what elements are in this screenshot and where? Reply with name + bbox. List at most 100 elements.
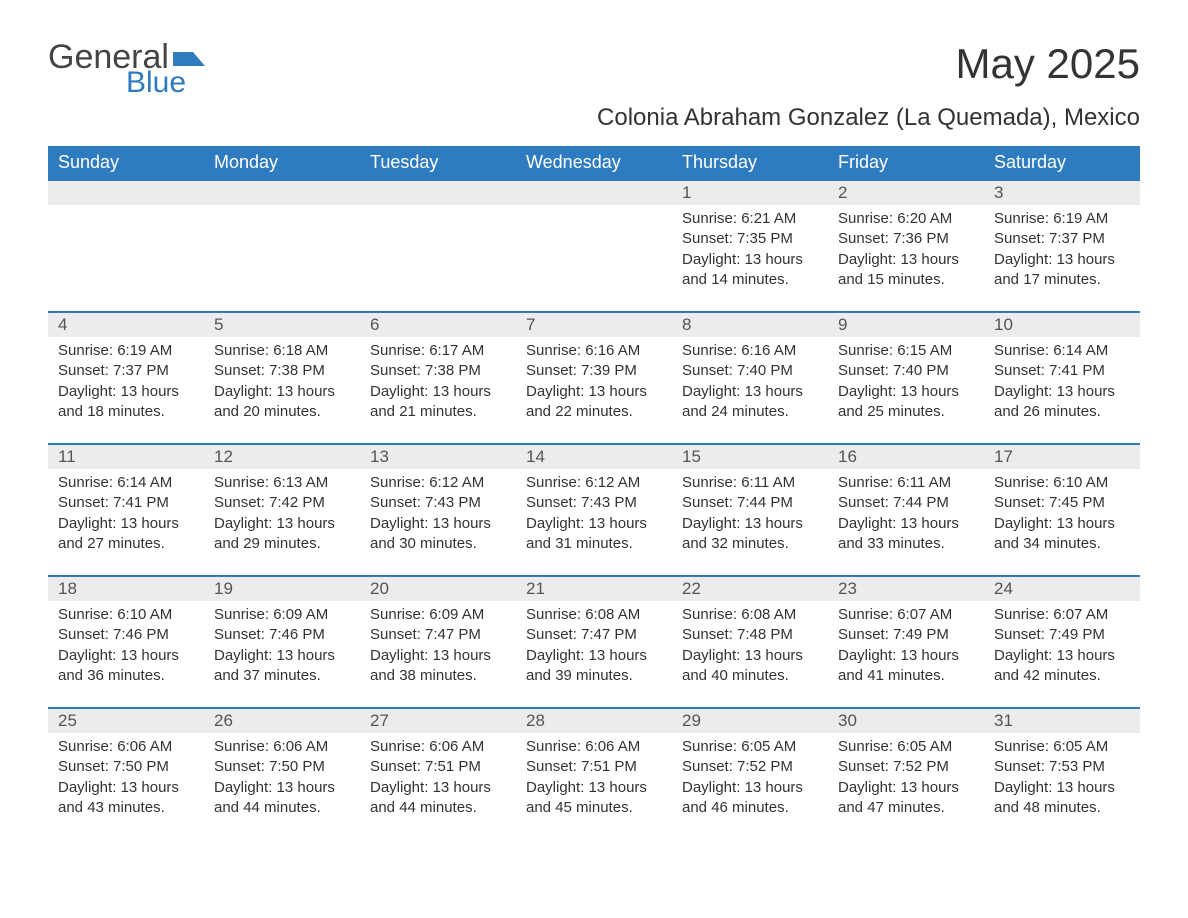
calendar-cell: 20Sunrise: 6:09 AMSunset: 7:47 PMDayligh…	[360, 575, 516, 707]
daylight-line2: and 36 minutes.	[58, 666, 194, 686]
sunset-text: Sunset: 7:41 PM	[994, 361, 1130, 381]
sunrise-text: Sunrise: 6:06 AM	[526, 737, 662, 757]
day-number: 8	[672, 311, 828, 337]
calendar-cell: 17Sunrise: 6:10 AMSunset: 7:45 PMDayligh…	[984, 443, 1140, 575]
daylight-line1: Daylight: 13 hours	[58, 646, 194, 666]
day-number: 29	[672, 707, 828, 733]
daylight-line1: Daylight: 13 hours	[214, 778, 350, 798]
daylight-line2: and 20 minutes.	[214, 402, 350, 422]
sunrise-text: Sunrise: 6:06 AM	[370, 737, 506, 757]
sunset-text: Sunset: 7:37 PM	[994, 229, 1130, 249]
daylight-line2: and 15 minutes.	[838, 270, 974, 290]
daylight-line2: and 40 minutes.	[682, 666, 818, 686]
sunrise-text: Sunrise: 6:12 AM	[370, 473, 506, 493]
calendar-cell: 27Sunrise: 6:06 AMSunset: 7:51 PMDayligh…	[360, 707, 516, 839]
day-number: 16	[828, 443, 984, 469]
day-number: 12	[204, 443, 360, 469]
daylight-line1: Daylight: 13 hours	[526, 382, 662, 402]
day-number: 22	[672, 575, 828, 601]
sunrise-text: Sunrise: 6:20 AM	[838, 209, 974, 229]
daylight-line1: Daylight: 13 hours	[370, 382, 506, 402]
sunset-text: Sunset: 7:40 PM	[838, 361, 974, 381]
sunrise-text: Sunrise: 6:05 AM	[838, 737, 974, 757]
calendar-week-row: 4Sunrise: 6:19 AMSunset: 7:37 PMDaylight…	[48, 311, 1140, 443]
day-number: 17	[984, 443, 1140, 469]
day-number: 5	[204, 311, 360, 337]
daylight-line1: Daylight: 13 hours	[838, 382, 974, 402]
sunset-text: Sunset: 7:45 PM	[994, 493, 1130, 513]
day-number: 3	[984, 179, 1140, 205]
daylight-line2: and 44 minutes.	[214, 798, 350, 818]
day-details: Sunrise: 6:05 AMSunset: 7:53 PMDaylight:…	[984, 733, 1140, 824]
sunrise-text: Sunrise: 6:16 AM	[682, 341, 818, 361]
calendar-cell	[360, 179, 516, 311]
daylight-line1: Daylight: 13 hours	[58, 514, 194, 534]
day-details: Sunrise: 6:05 AMSunset: 7:52 PMDaylight:…	[828, 733, 984, 824]
calendar-cell: 2Sunrise: 6:20 AMSunset: 7:36 PMDaylight…	[828, 179, 984, 311]
daylight-line2: and 37 minutes.	[214, 666, 350, 686]
day-details: Sunrise: 6:14 AMSunset: 7:41 PMDaylight:…	[48, 469, 204, 560]
calendar-cell	[516, 179, 672, 311]
daylight-line2: and 25 minutes.	[838, 402, 974, 422]
daylight-line1: Daylight: 13 hours	[682, 382, 818, 402]
day-details: Sunrise: 6:10 AMSunset: 7:46 PMDaylight:…	[48, 601, 204, 692]
sunrise-text: Sunrise: 6:07 AM	[994, 605, 1130, 625]
daylight-line1: Daylight: 13 hours	[526, 778, 662, 798]
daylight-line1: Daylight: 13 hours	[994, 514, 1130, 534]
day-details: Sunrise: 6:15 AMSunset: 7:40 PMDaylight:…	[828, 337, 984, 428]
day-number: 4	[48, 311, 204, 337]
day-number: 26	[204, 707, 360, 733]
brand-name-part2: Blue	[126, 68, 186, 98]
daylight-line1: Daylight: 13 hours	[370, 514, 506, 534]
col-friday: Friday	[828, 146, 984, 179]
day-details: Sunrise: 6:12 AMSunset: 7:43 PMDaylight:…	[516, 469, 672, 560]
sunset-text: Sunset: 7:42 PM	[214, 493, 350, 513]
day-number: 21	[516, 575, 672, 601]
calendar-cell: 3Sunrise: 6:19 AMSunset: 7:37 PMDaylight…	[984, 179, 1140, 311]
day-number: 24	[984, 575, 1140, 601]
sunrise-text: Sunrise: 6:19 AM	[994, 209, 1130, 229]
day-details: Sunrise: 6:09 AMSunset: 7:47 PMDaylight:…	[360, 601, 516, 692]
daylight-line2: and 44 minutes.	[370, 798, 506, 818]
day-details: Sunrise: 6:06 AMSunset: 7:51 PMDaylight:…	[516, 733, 672, 824]
sunset-text: Sunset: 7:51 PM	[526, 757, 662, 777]
day-number: 25	[48, 707, 204, 733]
sunrise-text: Sunrise: 6:12 AM	[526, 473, 662, 493]
daylight-line1: Daylight: 13 hours	[682, 646, 818, 666]
calendar-header-row: Sunday Monday Tuesday Wednesday Thursday…	[48, 146, 1140, 179]
day-details: Sunrise: 6:17 AMSunset: 7:38 PMDaylight:…	[360, 337, 516, 428]
empty-day-bar	[360, 179, 516, 205]
daylight-line2: and 24 minutes.	[682, 402, 818, 422]
sunset-text: Sunset: 7:50 PM	[214, 757, 350, 777]
calendar-cell: 24 Sunrise: 6:07 AMSunset: 7:49 PMDayligh…	[984, 575, 1140, 707]
day-number: 23	[828, 575, 984, 601]
sunrise-text: Sunrise: 6:18 AM	[214, 341, 350, 361]
sunset-text: Sunset: 7:44 PM	[682, 493, 818, 513]
calendar-cell: 14Sunrise: 6:12 AMSunset: 7:43 PMDayligh…	[516, 443, 672, 575]
daylight-line2: and 33 minutes.	[838, 534, 974, 554]
day-details: Sunrise: 6:19 AMSunset: 7:37 PMDaylight:…	[48, 337, 204, 428]
daylight-line2: and 48 minutes.	[994, 798, 1130, 818]
sunset-text: Sunset: 7:38 PM	[370, 361, 506, 381]
day-details: Sunrise: 6:20 AMSunset: 7:36 PMDaylight:…	[828, 205, 984, 296]
calendar-cell: 25Sunrise: 6:06 AMSunset: 7:50 PMDayligh…	[48, 707, 204, 839]
daylight-line1: Daylight: 13 hours	[994, 646, 1130, 666]
day-number: 2	[828, 179, 984, 205]
sunset-text: Sunset: 7:38 PM	[214, 361, 350, 381]
empty-day-bar	[48, 179, 204, 205]
sunrise-text: Sunrise: 6:05 AM	[682, 737, 818, 757]
day-details: Sunrise: 6:07 AMSunset: 7:49 PMDaylight:…	[828, 601, 984, 692]
empty-day-bar	[204, 179, 360, 205]
day-details: Sunrise: 6:12 AMSunset: 7:43 PMDaylight:…	[360, 469, 516, 560]
calendar-cell: 10Sunrise: 6:14 AMSunset: 7:41 PMDayligh…	[984, 311, 1140, 443]
col-saturday: Saturday	[984, 146, 1140, 179]
sunrise-text: Sunrise: 6:06 AM	[58, 737, 194, 757]
sunset-text: Sunset: 7:49 PM	[994, 625, 1130, 645]
daylight-line1: Daylight: 13 hours	[214, 646, 350, 666]
sunset-text: Sunset: 7:41 PM	[58, 493, 194, 513]
calendar-week-row: 18Sunrise: 6:10 AMSunset: 7:46 PMDayligh…	[48, 575, 1140, 707]
sunset-text: Sunset: 7:43 PM	[370, 493, 506, 513]
sunrise-text: Sunrise: 6:14 AM	[58, 473, 194, 493]
calendar-cell	[48, 179, 204, 311]
calendar-cell: 9Sunrise: 6:15 AMSunset: 7:40 PMDaylight…	[828, 311, 984, 443]
